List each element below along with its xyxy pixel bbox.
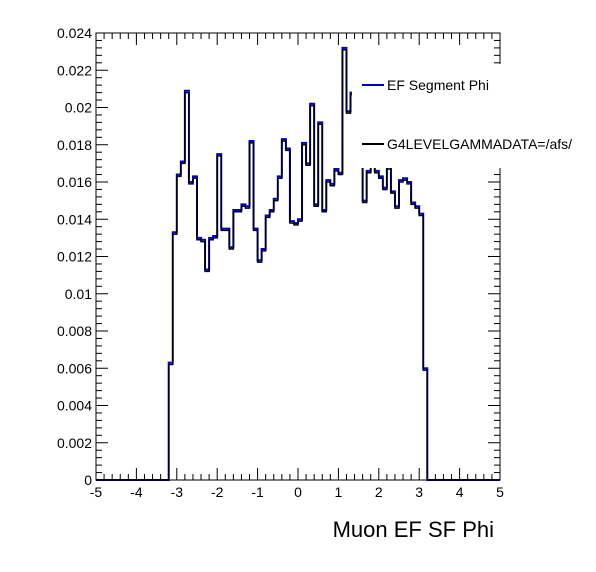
y-tick-label: 0.024 [57, 25, 92, 41]
legend-label-2: G4LEVELGAMMADATA=/afs/ [387, 136, 572, 152]
y-tick-label: 0.002 [57, 435, 92, 451]
y-tick-label: 0.008 [57, 323, 92, 339]
x-axis-title: Muon EF SF Phi [333, 517, 494, 542]
x-tick-label: 2 [375, 484, 383, 500]
x-tick-label: -5 [90, 484, 103, 500]
y-tick-label: 0.014 [57, 211, 92, 227]
x-tick-label: 4 [456, 484, 464, 500]
legend-box [352, 64, 596, 168]
legend: EF Segment Phi G4LEVELGAMMADATA=/afs/ [352, 64, 596, 168]
series-line-2 [96, 49, 500, 481]
x-tick-label: 1 [335, 484, 343, 500]
y-axis: 0 0.002 0.004 0.006 0.008 0.01 0.012 0.014 0.016… [57, 25, 500, 488]
y-tick-label: 0.022 [57, 62, 92, 78]
legend-label-1: EF Segment Phi [387, 77, 489, 93]
x-tick-label: -3 [171, 484, 184, 500]
y-tick-label: 0.01 [65, 286, 92, 302]
y-tick-label: 0.016 [57, 174, 92, 190]
x-tick-label: -4 [130, 484, 143, 500]
y-tick-label: 0.012 [57, 249, 92, 265]
x-tick-label: 5 [496, 484, 504, 500]
y-tick-label: 0 [84, 472, 92, 488]
series-layer [96, 46, 500, 481]
y-tick-label: 0.018 [57, 137, 92, 153]
x-axis: -5 -4 -3 -2 -1 0 1 2 3 4 5 [90, 33, 504, 500]
x-tick-label: 0 [294, 484, 302, 500]
y-tick-label: 0.004 [57, 398, 92, 414]
y-tick-label: 0.02 [65, 100, 92, 116]
x-tick-label: -2 [211, 484, 224, 500]
y-tick-label: 0.006 [57, 360, 92, 376]
x-tick-label: 3 [415, 484, 423, 500]
x-tick-label: -1 [251, 484, 264, 500]
